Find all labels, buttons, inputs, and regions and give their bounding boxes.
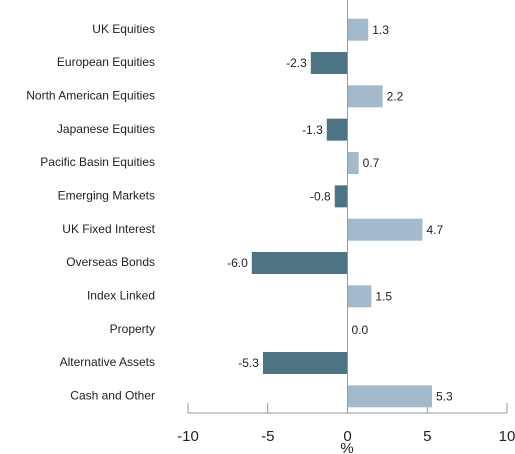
bar [347,18,369,41]
value-label: 5.3 [436,390,453,404]
value-label: -0.8 [310,190,331,204]
x-tick-label: -10 [177,428,199,445]
category-label: Emerging Markets [58,189,155,203]
bar [347,218,423,241]
value-label: 0.7 [363,156,380,170]
category-label: UK Equities [92,22,155,36]
x-tick-label: 0 [343,428,351,445]
value-label: -2.3 [286,56,307,70]
category-label: Japanese Equities [57,122,155,136]
bar [347,285,372,308]
bar [251,252,348,274]
value-label: 0.0 [352,323,369,337]
bar [347,152,359,174]
bar [347,385,433,408]
category-label: North American Equities [26,89,155,103]
category-label: Alternative Assets [60,355,155,369]
value-label: 1.5 [375,290,392,304]
category-label: Pacific Basin Equities [40,155,155,169]
bar [310,52,348,74]
category-label: UK Fixed Interest [62,222,155,236]
category-label: European Equities [57,55,155,69]
value-label: -1.3 [302,123,323,137]
value-label: -6.0 [227,256,248,270]
category-label: Property [110,322,155,336]
value-label: 1.3 [372,23,389,37]
x-tick-label: 5 [423,428,431,445]
bar [326,118,348,141]
bar [347,85,383,108]
category-label: Overseas Bonds [66,255,155,269]
x-axis-label: % [340,440,353,454]
value-label: 4.7 [426,223,443,237]
value-label: -5.3 [238,356,259,370]
value-label: 2.2 [387,90,404,104]
category-label: Index Linked [87,289,155,303]
bar [262,352,348,374]
x-tick-label: -5 [261,428,274,445]
bar [334,185,348,208]
category-label: Cash and Other [70,389,155,403]
x-tick-label: 10 [499,428,515,445]
